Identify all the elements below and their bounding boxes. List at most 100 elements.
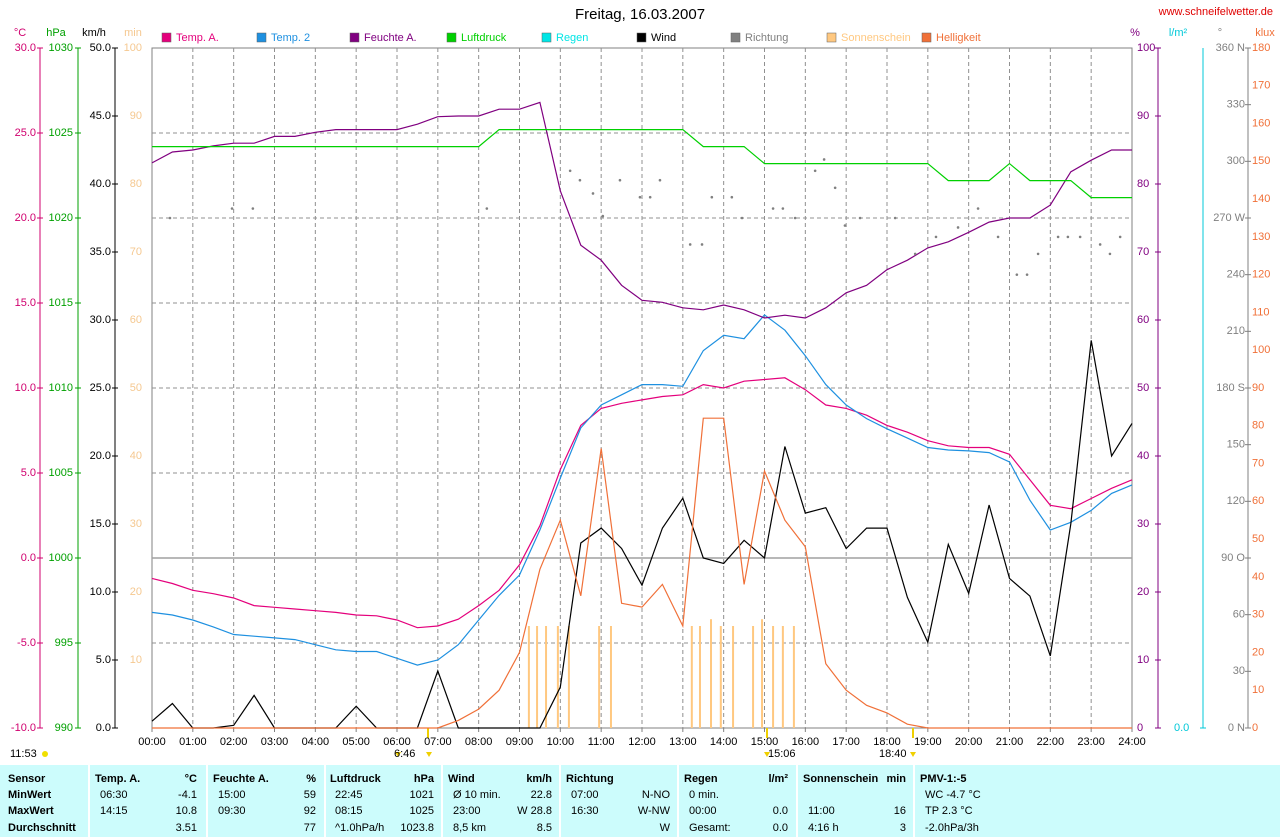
- direction-dot: [578, 178, 582, 182]
- table-cell: 10.8: [176, 805, 197, 817]
- y-tick-label: 180 S: [1216, 382, 1245, 394]
- table-cell: W: [660, 822, 671, 834]
- direction-dot: [601, 214, 605, 218]
- x-tick-label: 14:00: [710, 736, 738, 748]
- y-tick-label: 0.0: [96, 722, 111, 734]
- legend-label: Wind: [651, 32, 676, 44]
- table-cell: 09:30: [218, 805, 246, 817]
- y-tick-label: 80: [130, 178, 142, 190]
- table-cell: 14:15: [100, 805, 128, 817]
- table-cell: 8.5: [537, 822, 552, 834]
- table-cell: 06:30: [100, 789, 128, 801]
- y-tick-label: 40: [1252, 571, 1264, 583]
- direction-dot: [858, 216, 862, 220]
- legend-swatch: [161, 32, 172, 43]
- legend-swatch: [636, 32, 647, 43]
- sunshine-bar: [567, 626, 570, 728]
- legend-swatch: [730, 32, 741, 43]
- x-tick-label: 09:00: [506, 736, 534, 748]
- legend-label: Sonnenschein: [841, 32, 911, 44]
- y-tick-label: 50: [130, 382, 142, 394]
- sunshine-bar: [732, 626, 735, 728]
- table-cell: 07:00: [571, 789, 599, 801]
- y-tick-label: 80: [1252, 420, 1264, 432]
- series-line: [151, 101, 1132, 319]
- legend-swatch: [349, 32, 360, 43]
- table-header: Wind: [448, 773, 475, 785]
- direction-dot: [251, 207, 255, 210]
- y-tick-label: 40: [130, 450, 142, 462]
- y-tick-label: 0.0: [21, 552, 36, 564]
- y-tick-label: 1010: [49, 382, 73, 394]
- y-tick-label: 30.0: [90, 314, 111, 326]
- x-tick-label: 20:00: [955, 736, 983, 748]
- y-tick-label: 140: [1252, 193, 1270, 205]
- x-tick-label: 08:00: [465, 736, 493, 748]
- direction-dot: [771, 207, 775, 210]
- direction-dot: [934, 235, 938, 239]
- x-tick-label: 10:00: [547, 736, 575, 748]
- axis-unit: °C: [14, 27, 26, 39]
- y-tick-label: 20.0: [15, 212, 36, 224]
- x-tick-label: 17:00: [832, 736, 860, 748]
- legend-swatch: [256, 32, 267, 43]
- table-cell: 3: [900, 822, 906, 834]
- direction-dot: [843, 224, 847, 227]
- y-tick-label: 15.0: [90, 518, 111, 530]
- table-cell: 22.8: [531, 789, 552, 801]
- y-tick-label: 25.0: [90, 382, 111, 394]
- legend-label: Feuchte A.: [364, 32, 417, 44]
- y-tick-label: 20: [130, 586, 142, 598]
- direction-dot: [1066, 235, 1070, 239]
- table-unit: l/m²: [768, 773, 788, 785]
- table-unit: min: [886, 773, 906, 785]
- x-tick-label: 00:00: [138, 736, 166, 748]
- table-cell: W-NW: [638, 805, 671, 817]
- direction-dot: [648, 195, 652, 199]
- y-tick-label: 100: [124, 42, 142, 54]
- y-tick-label: 80: [1137, 178, 1149, 190]
- x-tick-label: 23:00: [1077, 736, 1105, 748]
- y-tick-label: 180: [1252, 42, 1270, 54]
- direction-dot: [813, 169, 817, 173]
- y-tick-label: 360 N: [1216, 42, 1245, 54]
- y-tick-label: 10: [1252, 684, 1264, 696]
- y-tick-label: 0: [1252, 722, 1258, 734]
- y-tick-label: 150: [1227, 439, 1245, 451]
- sunshine-bar: [598, 626, 601, 728]
- table-cell: 0.0: [773, 822, 788, 834]
- sunshine-bar: [556, 626, 559, 728]
- y-tick-label: 60: [1137, 314, 1149, 326]
- direction-dot: [730, 195, 734, 199]
- table-cell: ^1.0hPa/h: [335, 822, 384, 834]
- direction-dot: [1098, 243, 1102, 246]
- sunshine-bar: [527, 626, 530, 728]
- table-cell: 8,5 km: [453, 822, 486, 834]
- chart-title: Freitag, 16.03.2007: [575, 6, 705, 23]
- y-tick-label: 60: [130, 314, 142, 326]
- sunshine-bar: [752, 626, 755, 728]
- legend-label: Richtung: [745, 32, 788, 44]
- y-tick-label: 30: [1233, 665, 1245, 677]
- direction-dot: [740, 216, 744, 220]
- table-cell: Gesamt:: [689, 822, 731, 834]
- y-tick-label: 70: [130, 246, 142, 258]
- source-url: www.schneifelwetter.de: [1158, 6, 1273, 18]
- table-header: Feuchte A.: [213, 773, 269, 785]
- table-unit: km/h: [526, 773, 552, 785]
- axis-unit: l/m²: [1169, 27, 1188, 39]
- legend-swatch: [446, 32, 457, 43]
- row-label: Durchschnitt: [8, 822, 76, 834]
- y-tick-label: 70: [1137, 246, 1149, 258]
- x-tick-label: 15:00: [751, 736, 779, 748]
- x-tick-label: 18:00: [873, 736, 901, 748]
- y-tick-label: 10.0: [15, 382, 36, 394]
- x-tick-label: 12:00: [628, 736, 656, 748]
- x-tick-label: 21:00: [996, 736, 1024, 748]
- direction-dot: [230, 207, 234, 210]
- legend-label: Luftdruck: [461, 32, 507, 44]
- table-cell: WC -4.7 °C: [925, 789, 981, 801]
- direction-dot: [781, 207, 785, 210]
- y-tick-label: 10: [130, 654, 142, 666]
